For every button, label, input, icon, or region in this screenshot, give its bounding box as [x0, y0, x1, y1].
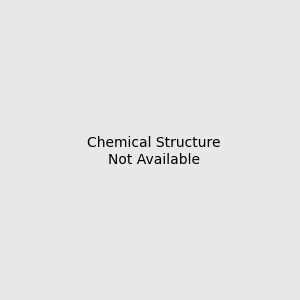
Text: Chemical Structure
Not Available: Chemical Structure Not Available [87, 136, 220, 166]
